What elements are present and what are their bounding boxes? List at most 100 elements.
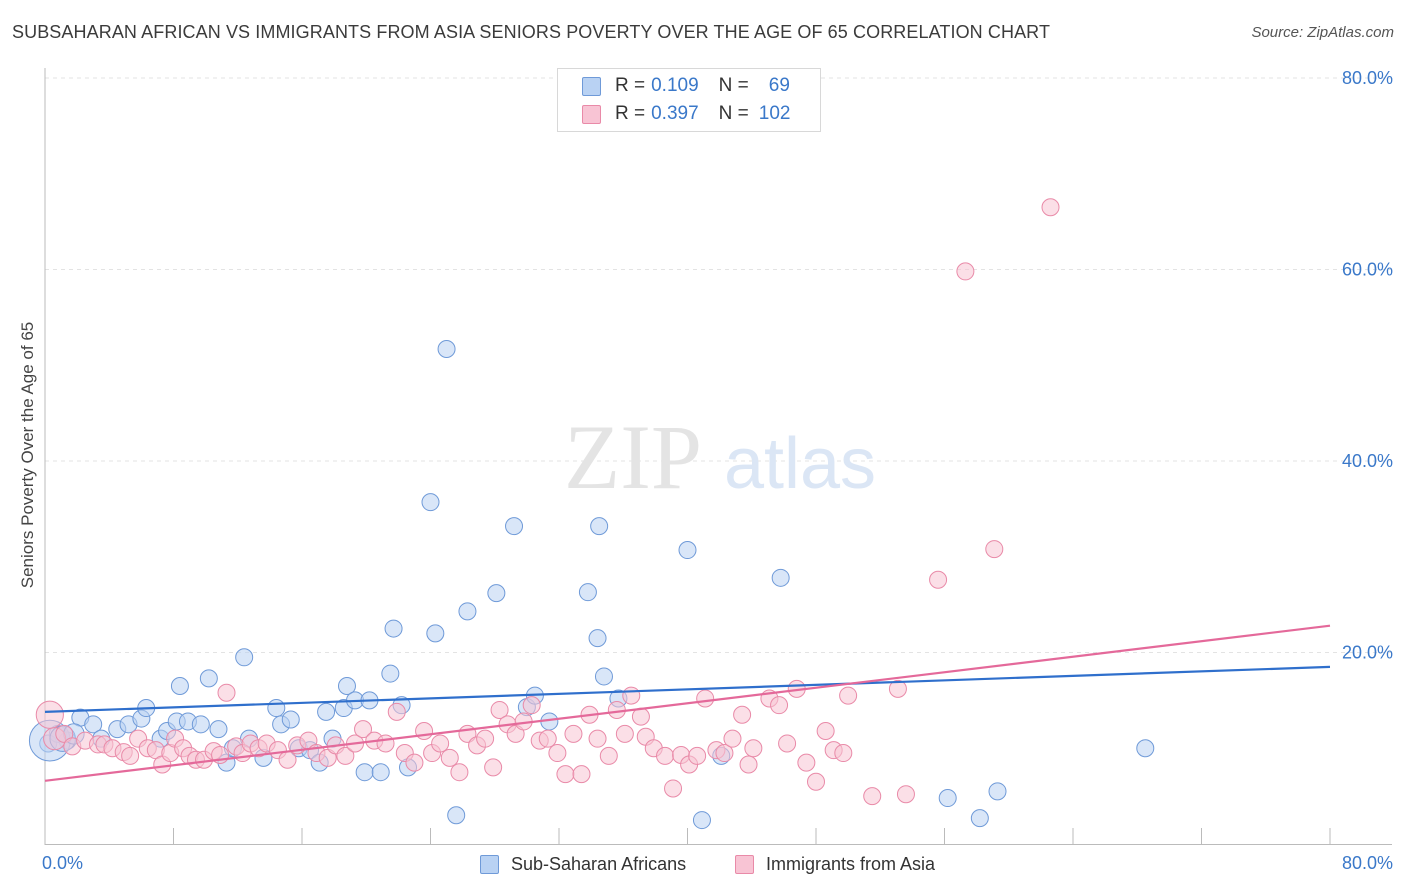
data-point-blue (84, 715, 103, 734)
data-point-pink (572, 765, 591, 784)
data-point-pink (548, 744, 567, 763)
data-point-blue (191, 715, 210, 734)
legend-row-series2: R = 0.397 N = 102 (582, 102, 790, 126)
legend-r-value: 0.397 (651, 103, 699, 124)
data-point-blue (235, 648, 254, 667)
data-point-blue (487, 584, 506, 603)
data-point-pink (688, 746, 707, 765)
data-point-pink (336, 746, 355, 765)
data-point-blue (381, 664, 400, 683)
data-point-pink (770, 696, 789, 715)
data-point-pink (807, 772, 825, 791)
data-point-pink (440, 748, 459, 767)
data-point-blue (426, 624, 445, 643)
legend-swatch-blue (582, 76, 601, 96)
data-point-pink (834, 744, 853, 763)
data-point-pink (715, 744, 734, 763)
data-point-pink (839, 686, 858, 705)
data-point-pink (564, 724, 583, 743)
watermark: ZIP atlas (564, 406, 876, 508)
data-point-pink (615, 724, 634, 743)
data-point-blue (384, 619, 403, 638)
data-point-pink (622, 686, 641, 705)
data-point-blue (678, 541, 697, 560)
data-point-blue (447, 806, 466, 825)
y-tick-label: 80.0% (1342, 68, 1393, 88)
data-point-blue (578, 583, 597, 602)
legend-n-label: N = (718, 103, 749, 124)
data-point-pink (929, 570, 948, 589)
data-point-pink (354, 720, 373, 739)
data-point-pink (387, 702, 406, 721)
data-point-pink (664, 779, 683, 798)
data-point-blue (594, 667, 613, 686)
watermark-zip: ZIP (564, 406, 702, 508)
legend-row-series1: R = 0.109 N = 69 (582, 74, 790, 98)
data-point-pink (985, 540, 1004, 559)
legend-swatch-pink (582, 104, 601, 124)
data-point-pink (588, 729, 607, 748)
data-point-blue (170, 677, 189, 696)
data-point-pink (778, 734, 797, 753)
data-point-pink (556, 765, 575, 784)
bottom-legend-series2: Immigrants from Asia (735, 852, 935, 876)
data-point-pink (739, 755, 758, 774)
data-point-blue (281, 710, 300, 729)
data-point-pink (1041, 198, 1060, 217)
data-point-blue (988, 782, 1007, 801)
data-point-pink (888, 679, 907, 698)
data-point-pink (278, 750, 297, 769)
data-point-pink (217, 683, 236, 702)
data-point-blue (1136, 739, 1155, 758)
y-tick-label: 60.0% (1342, 260, 1393, 280)
data-point-pink (476, 729, 495, 748)
data-point-blue (692, 811, 711, 830)
data-point-blue (588, 629, 607, 648)
data-point-blue (590, 517, 609, 536)
tick-labels: 20.0% 40.0% 60.0% 80.0% 0.0% 80.0% (42, 68, 1393, 873)
data-point-pink (490, 700, 509, 719)
data-point-pink (599, 746, 618, 765)
watermark-atlas: atlas (724, 424, 876, 504)
grid-lines (45, 77, 1392, 653)
data-point-pink (415, 722, 434, 741)
bottom-legend-swatch-blue (480, 854, 499, 874)
chart-title: SUBSAHARAN AFRICAN VS IMMIGRANTS FROM AS… (12, 22, 1051, 42)
data-points (28, 198, 1155, 830)
data-point-blue (209, 720, 228, 739)
data-point-pink (35, 700, 64, 729)
data-point-pink (733, 705, 752, 724)
legend-n-value: 102 (758, 103, 791, 124)
data-point-pink (797, 753, 816, 772)
data-point-blue (199, 669, 218, 688)
data-point-blue (938, 789, 957, 808)
data-point-blue (337, 677, 356, 696)
series-pink (35, 198, 1060, 806)
bottom-legend-label-series1: Sub-Saharan Africans (511, 853, 687, 874)
legend-n-value: 69 (768, 75, 790, 96)
data-point-blue (355, 763, 374, 782)
legend-n-label: N = (718, 75, 749, 96)
data-point-blue (437, 339, 456, 358)
x-tick-label: 80.0% (1342, 853, 1393, 873)
bottom-legend-label-series2: Immigrants from Asia (766, 853, 936, 874)
data-point-pink (484, 758, 503, 777)
data-point-blue (970, 809, 989, 828)
legend-r-label: R = (615, 103, 646, 124)
trend-line-pink (44, 624, 1331, 782)
data-point-pink (631, 707, 650, 726)
bottom-legend-swatch-pink (735, 854, 754, 874)
data-point-pink (450, 763, 469, 782)
x-tick-label: 0.0% (42, 853, 83, 873)
correlation-legend: R = 0.109 N = 69 R = 0.397 N = 102 (557, 68, 821, 132)
data-point-pink (538, 729, 557, 748)
y-tick-label: 40.0% (1342, 451, 1393, 471)
data-point-blue (771, 568, 790, 587)
source-label: Source: ZipAtlas.com (1251, 24, 1394, 41)
data-point-pink (405, 753, 424, 772)
y-tick-label: 20.0% (1342, 643, 1393, 663)
data-point-blue (458, 602, 477, 621)
trend-line-blue (44, 665, 1331, 713)
data-point-blue (317, 702, 336, 721)
